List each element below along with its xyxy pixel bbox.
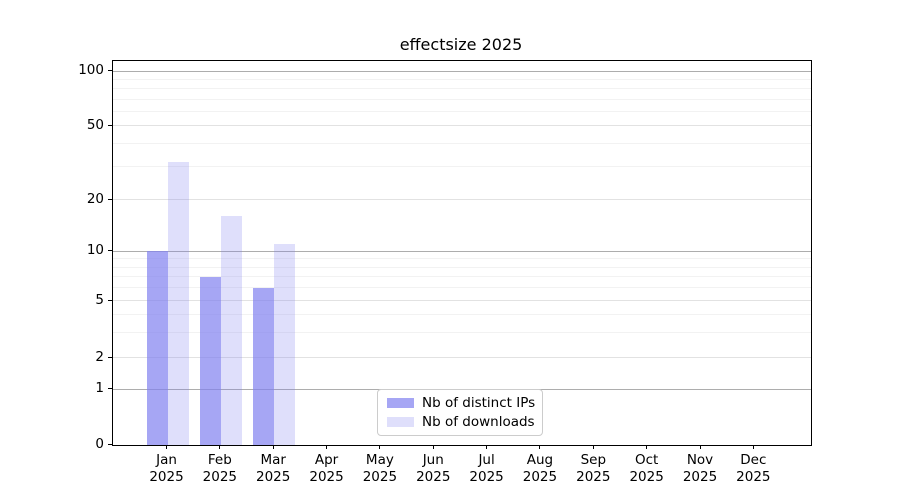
bar-nb-of-distinct-ips-feb xyxy=(199,276,221,445)
y-tick-mark xyxy=(108,388,112,390)
gridline xyxy=(113,357,811,359)
x-tick-month: Jul xyxy=(478,452,495,468)
bar-nb-of-downloads-mar xyxy=(274,244,296,445)
legend-label: Nb of downloads xyxy=(422,414,535,431)
x-tick-year: 2025 xyxy=(309,469,344,485)
x-tick-mark xyxy=(486,445,488,449)
x-tick-year: 2025 xyxy=(576,469,611,485)
x-tick-year: 2025 xyxy=(522,469,558,485)
x-tick-month: Aug xyxy=(526,452,554,468)
x-tick-year: 2025 xyxy=(629,469,664,485)
x-tick-month: Sep xyxy=(580,452,607,468)
gridline-minor xyxy=(113,98,811,100)
x-tick-label-oct: Oct 2025 xyxy=(615,452,679,486)
x-tick-label-may: May 2025 xyxy=(348,452,412,486)
y-tick-label: 0 xyxy=(95,436,104,452)
x-tick-label-nov: Nov 2025 xyxy=(668,452,732,486)
x-tick-month: Oct xyxy=(634,452,659,468)
gridline-minor xyxy=(113,287,811,289)
gridline-minor xyxy=(113,266,811,268)
y-tick-label: 1 xyxy=(95,380,104,397)
gridline-minor xyxy=(113,110,811,112)
x-tick-mark xyxy=(326,445,328,449)
plot-area xyxy=(112,60,812,446)
gridline-minor xyxy=(113,78,811,80)
x-tick-mark xyxy=(592,445,594,449)
gridline-minor xyxy=(113,166,811,168)
bar-nb-of-downloads-feb xyxy=(220,216,242,445)
y-tick-mark xyxy=(108,356,112,358)
x-tick-mark xyxy=(699,445,701,449)
x-tick-label-mar: Mar 2025 xyxy=(241,452,305,486)
y-tick-label: 50 xyxy=(86,116,104,133)
legend-entry: Nb of downloads xyxy=(387,414,535,431)
x-tick-mark xyxy=(752,445,754,449)
x-tick-month: Mar xyxy=(260,452,286,468)
x-tick-year: 2025 xyxy=(736,469,771,485)
x-tick-month: Jan xyxy=(156,452,177,468)
x-tick-label-apr: Apr 2025 xyxy=(295,452,359,486)
y-tick-mark xyxy=(108,198,112,200)
bar-nb-of-distinct-ips-mar xyxy=(253,287,275,445)
y-tick-mark xyxy=(108,70,112,72)
x-tick-year: 2025 xyxy=(416,469,451,485)
x-tick-mark xyxy=(219,445,221,449)
gridline-minor xyxy=(113,331,811,333)
legend-label: Nb of distinct IPs xyxy=(422,394,536,411)
x-tick-month: Feb xyxy=(207,452,232,468)
y-tick-label: 2 xyxy=(95,348,104,365)
bar-nb-of-downloads-jan xyxy=(167,161,189,445)
x-tick-year: 2025 xyxy=(256,469,291,485)
x-tick-month: Jun xyxy=(422,452,444,468)
x-tick-year: 2025 xyxy=(149,469,184,485)
gridline-minor xyxy=(113,88,811,90)
x-tick-year: 2025 xyxy=(682,469,718,485)
x-tick-mark xyxy=(646,445,648,449)
legend-swatch-nb-of-distinct-ips xyxy=(387,397,414,408)
gridline xyxy=(113,199,811,201)
x-tick-month: Apr xyxy=(314,452,339,468)
gridline-minor xyxy=(113,143,811,145)
x-tick-mark xyxy=(272,445,274,449)
y-tick-mark xyxy=(108,299,112,301)
gridline xyxy=(113,125,811,127)
y-tick-mark xyxy=(108,124,112,126)
chart-title: effectsize 2025 xyxy=(399,35,523,54)
x-tick-label-dec: Dec 2025 xyxy=(721,452,785,486)
gridline-minor xyxy=(113,258,811,260)
gridline xyxy=(113,300,811,302)
y-tick-label: 20 xyxy=(86,190,104,207)
gridline-major xyxy=(113,70,811,72)
x-tick-month: May xyxy=(365,452,394,468)
y-tick-mark xyxy=(108,250,112,252)
gridline-minor xyxy=(113,314,811,316)
legend-swatch-nb-of-downloads xyxy=(387,417,414,428)
x-tick-label-jan: Jan 2025 xyxy=(135,452,199,486)
y-tick-mark xyxy=(108,444,112,445)
x-tick-label-aug: Aug 2025 xyxy=(508,452,572,486)
legend: Nb of distinct IPs Nb of downloads xyxy=(377,389,543,436)
x-tick-label-feb: Feb 2025 xyxy=(188,452,252,486)
y-tick-label: 5 xyxy=(95,291,104,308)
x-tick-month: Dec xyxy=(740,452,767,468)
x-tick-mark xyxy=(539,445,541,449)
bar-nb-of-distinct-ips-jan xyxy=(146,251,168,445)
x-tick-mark xyxy=(432,445,434,449)
x-tick-label-jul: Jul 2025 xyxy=(455,452,519,486)
x-tick-mark xyxy=(166,445,167,449)
y-tick-label: 10 xyxy=(86,242,104,259)
gridline-major xyxy=(113,250,811,252)
gridline-minor xyxy=(113,276,811,278)
x-tick-year: 2025 xyxy=(469,469,504,485)
x-tick-year: 2025 xyxy=(202,469,238,485)
x-tick-year: 2025 xyxy=(362,469,398,485)
x-tick-label-sep: Sep 2025 xyxy=(561,452,625,486)
y-tick-label: 100 xyxy=(78,62,104,79)
x-tick-label-jun: Jun 2025 xyxy=(401,452,465,486)
legend-entry: Nb of distinct IPs xyxy=(387,394,536,411)
x-tick-mark xyxy=(379,445,381,449)
x-tick-month: Nov xyxy=(686,452,714,468)
